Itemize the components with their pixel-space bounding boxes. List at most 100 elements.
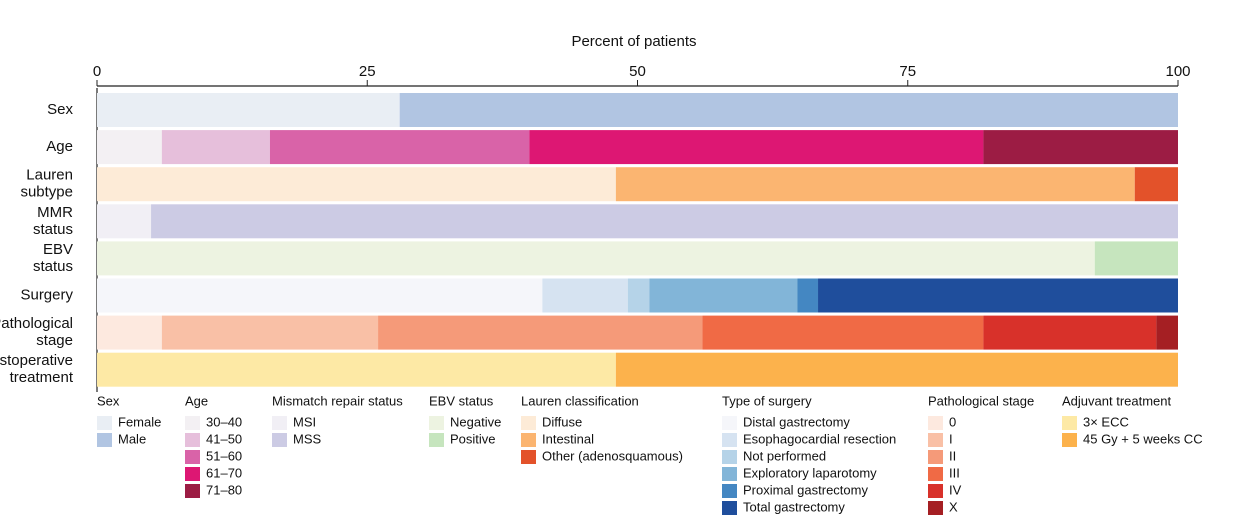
legend-swatch <box>928 416 943 430</box>
legend-swatch <box>97 433 112 447</box>
x-tick-label: 25 <box>359 63 376 80</box>
legend-label: 45 Gy + 5 weeks CC <box>1083 431 1203 446</box>
legend-label: Diffuse <box>542 414 582 429</box>
legend-title: Adjuvant treatment <box>1062 393 1172 408</box>
x-tick-label: 0 <box>93 63 101 80</box>
bar-segment <box>97 241 1095 276</box>
row-label: Age <box>46 138 73 155</box>
bar-segment <box>983 130 1178 165</box>
bar-segment <box>529 130 984 165</box>
row-label: subtype <box>20 184 73 201</box>
legend-title: Lauren classification <box>521 393 639 408</box>
bar-segment <box>542 278 628 313</box>
bar-segment <box>615 167 1135 202</box>
legend-label: III <box>949 465 960 480</box>
legend-title: Sex <box>97 393 120 408</box>
bar-segment <box>97 167 616 202</box>
bar-segment <box>1156 315 1178 350</box>
bar-segment <box>649 278 798 313</box>
legend-title: Type of surgery <box>722 393 812 408</box>
row-label: Sex <box>47 101 73 118</box>
legend-label: IV <box>949 482 962 497</box>
legend-swatch <box>521 416 536 430</box>
legend-label: Male <box>118 431 146 446</box>
legend-swatch <box>521 450 536 464</box>
legend-label: Intestinal <box>542 431 594 446</box>
legend-swatch <box>185 416 200 430</box>
legend-label: Distal gastrectomy <box>743 414 850 429</box>
legend-swatch <box>429 416 444 430</box>
legend-swatch <box>185 433 200 447</box>
legend-label: I <box>949 431 953 446</box>
bar-segment <box>97 315 162 350</box>
legend-swatch <box>1062 416 1077 430</box>
legend-title: Mismatch repair status <box>272 393 403 408</box>
bar-segment <box>818 278 1178 313</box>
legend-swatch <box>722 484 737 498</box>
legend-label: II <box>949 448 956 463</box>
legend-label: Not performed <box>743 448 826 463</box>
bar-segment <box>797 278 819 313</box>
legend-swatch <box>722 501 737 515</box>
legend-swatch <box>928 433 943 447</box>
legend-label: 41–50 <box>206 431 242 446</box>
row-label: Pathological <box>0 315 73 332</box>
legend-label: 0 <box>949 414 956 429</box>
legend-title: Pathological stage <box>928 393 1034 408</box>
legend-swatch <box>429 433 444 447</box>
legend-label: 71–80 <box>206 482 242 497</box>
bar-segment <box>378 315 703 350</box>
legend-swatch <box>928 501 943 515</box>
legend-title: EBV status <box>429 393 494 408</box>
legend-label: Exploratory laparotomy <box>743 465 877 480</box>
legend-swatch <box>272 416 287 430</box>
legend-title: Age <box>185 393 208 408</box>
row-label: status <box>33 258 73 275</box>
legend-label: Total gastrectomy <box>743 499 845 514</box>
bar-segment <box>627 278 650 313</box>
x-tick-label: 100 <box>1165 63 1190 80</box>
bar-segment <box>1094 241 1178 276</box>
bar-segment <box>97 278 543 313</box>
bar-segment <box>151 204 1178 239</box>
legend-swatch <box>928 484 943 498</box>
row-label: Postoperative <box>0 352 73 369</box>
legend-label: Esophagocardial resection <box>743 431 896 446</box>
legend-swatch <box>722 416 737 430</box>
legend-label: 3× ECC <box>1083 414 1129 429</box>
legend-swatch <box>97 416 112 430</box>
x-tick-label: 75 <box>899 63 916 80</box>
bar-segment <box>1134 167 1178 202</box>
legend-swatch <box>272 433 287 447</box>
bar-segment <box>97 93 400 127</box>
legend-label: X <box>949 499 958 514</box>
bar-segment <box>983 315 1157 350</box>
row-label: status <box>33 221 73 238</box>
row-label: MMR <box>37 204 73 221</box>
bar-segment <box>399 93 1178 127</box>
x-tick-label: 50 <box>629 63 646 80</box>
legend-label: Positive <box>450 431 496 446</box>
legend-swatch <box>722 467 737 481</box>
legend-label: 61–70 <box>206 465 242 480</box>
legend-label: 51–60 <box>206 448 242 463</box>
legend-swatch <box>1062 433 1077 447</box>
legend-label: Negative <box>450 414 501 429</box>
legend-swatch <box>928 467 943 481</box>
legend-swatch <box>185 484 200 498</box>
legend-swatch <box>185 450 200 464</box>
row-label: EBV <box>43 241 73 258</box>
bar-segment <box>161 315 379 350</box>
legend-swatch <box>521 433 536 447</box>
legend-label: Proximal gastrectomy <box>743 482 868 497</box>
legend-label: Female <box>118 414 161 429</box>
legend-swatch <box>928 450 943 464</box>
bar-segment <box>161 130 270 165</box>
row-label: Surgery <box>20 286 73 303</box>
legend-label: 30–40 <box>206 414 242 429</box>
row-label: stage <box>36 332 73 349</box>
bar-segment <box>702 315 984 350</box>
legend-label: MSS <box>293 431 322 446</box>
bar-segment <box>97 204 152 239</box>
